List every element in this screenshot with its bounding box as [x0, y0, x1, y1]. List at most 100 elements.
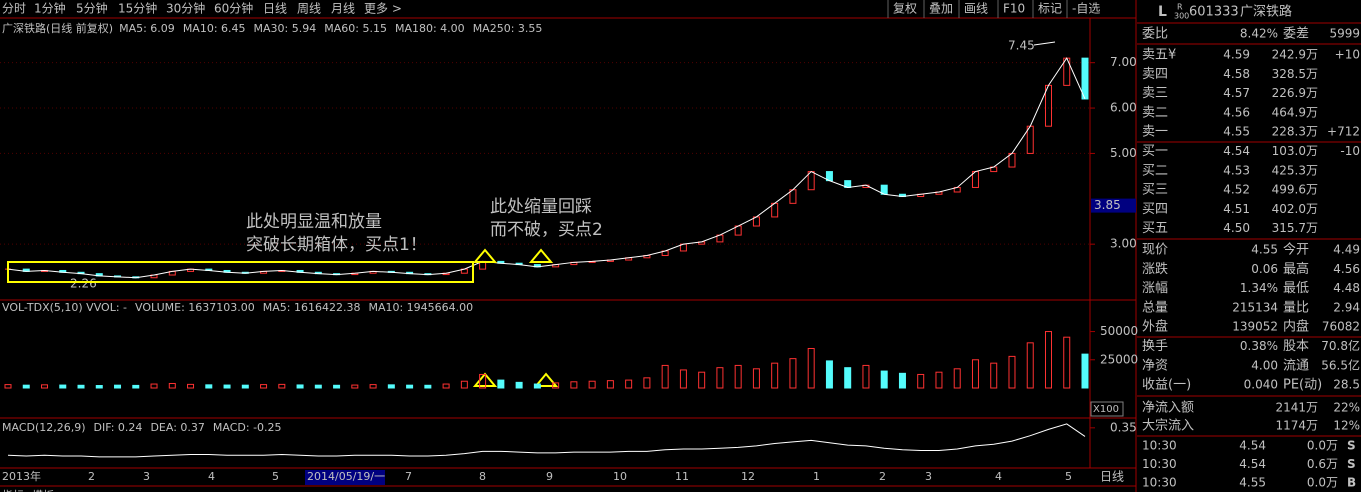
volume-bar — [22, 384, 30, 389]
volume-bar — [479, 373, 487, 389]
volume-bar — [241, 384, 249, 389]
flow-label: 大宗流入 — [1142, 418, 1194, 434]
volume-bar — [59, 384, 67, 389]
volume-bar — [588, 380, 596, 389]
x-tick-label: 9 — [546, 470, 553, 483]
toolbar-button[interactable]: 画线 — [964, 2, 988, 16]
bottom-tab[interactable]: 指标 — [2, 488, 24, 492]
dif-line — [7, 423, 1086, 458]
volume-bar — [187, 383, 195, 389]
book-volume: 464.9万 — [1272, 105, 1318, 119]
period-tab[interactable]: 15分钟 — [118, 1, 157, 16]
stat-label: 换手 — [1142, 339, 1168, 354]
toolbar-button[interactable]: F10 — [1003, 2, 1025, 16]
volume-bar — [898, 372, 906, 389]
period-tab[interactable]: 60分钟 — [214, 1, 253, 16]
volume-bar — [1081, 353, 1089, 389]
book-change: +712 — [1327, 125, 1360, 139]
book-volume: 226.9万 — [1272, 86, 1318, 100]
volume-bar — [716, 367, 724, 389]
stat-label: 内盘 — [1283, 319, 1309, 335]
period-tab[interactable]: 日线 — [263, 2, 287, 16]
stat-value: 76082 — [1322, 320, 1360, 334]
volume-bar — [661, 364, 669, 389]
book-price: 4.55 — [1223, 125, 1250, 139]
volume-bar — [150, 383, 158, 389]
y-tick-label: 7.00 — [1110, 55, 1137, 69]
volume-bar — [771, 362, 779, 389]
volume-bar — [971, 359, 979, 389]
stat-value: 28.5 — [1333, 378, 1360, 392]
stat-value: 1.34% — [1240, 281, 1278, 295]
period-tab[interactable]: 1分钟 — [34, 1, 66, 16]
high-arrow — [1033, 41, 1056, 46]
price-marker-label: 3.85 — [1094, 198, 1121, 212]
stat-label: PE(动) — [1283, 378, 1322, 393]
x-tick-label: 12 — [741, 470, 755, 483]
book-price: 4.53 — [1223, 163, 1250, 177]
period-tab[interactable]: 周线 — [297, 2, 321, 16]
unit-box — [1090, 401, 1124, 417]
volume-bar — [606, 380, 614, 389]
volume-bar — [643, 377, 651, 389]
volume-bar — [515, 381, 523, 389]
x-tick-label: 7 — [405, 470, 412, 483]
flow-value: 1174万 — [1275, 419, 1318, 433]
tick-price: 4.54 — [1239, 457, 1266, 471]
volume-bar — [935, 371, 943, 389]
toolbar-button[interactable]: 标记 — [1038, 2, 1062, 16]
stat-value: 139052 — [1232, 320, 1278, 334]
tick-side: S — [1347, 457, 1356, 471]
toolbar-button[interactable]: 复权 — [893, 2, 917, 16]
period-tab[interactable]: 月线 — [331, 2, 355, 16]
quote-label: 委差 — [1283, 27, 1309, 42]
chart-title: 广深铁路(日线 前复权) — [2, 21, 113, 35]
indicator-label: MA180: 4.00 — [395, 22, 465, 35]
stock-code: 601333 — [1189, 5, 1239, 20]
volume-bar — [442, 383, 450, 389]
volume-bar — [1063, 336, 1071, 389]
date-highlight — [305, 470, 385, 485]
buy-triangle — [472, 248, 498, 263]
stat-value: 70.8亿 — [1321, 338, 1360, 353]
toolbar-button[interactable]: -自选 — [1072, 2, 1100, 16]
tick-time: 10:30 — [1142, 439, 1177, 453]
stat-label: 外盘 — [1142, 319, 1168, 335]
indicator-label: MACD: -0.25 — [213, 421, 282, 434]
book-label: 买三 — [1142, 183, 1168, 198]
volume-bar — [4, 384, 12, 389]
market-flag: L — [1158, 4, 1167, 20]
toolbar-button[interactable]: 叠加 — [929, 2, 953, 16]
buy-triangle — [533, 372, 559, 387]
period-tab[interactable]: 更多 > — [364, 2, 402, 16]
tick-side: S — [1347, 439, 1356, 453]
book-change: +10 — [1335, 48, 1360, 62]
x-tick-label: 10 — [613, 470, 627, 483]
book-label: 卖一 — [1142, 125, 1168, 140]
volume-bar — [533, 383, 541, 389]
stat-label: 最低 — [1283, 281, 1309, 296]
tick-side: B — [1347, 476, 1356, 490]
volume-bar — [570, 381, 578, 389]
stat-value: 0.06 — [1251, 262, 1278, 276]
period-tab[interactable]: 30分钟 — [166, 1, 205, 16]
volume-bar — [1008, 355, 1016, 389]
stat-value: 2.94 — [1333, 300, 1360, 314]
period-tab[interactable]: 5分钟 — [76, 1, 108, 16]
indicator-label: VOL-TDX(5,10) VVOL: - — [2, 301, 127, 314]
period-tab[interactable]: 分时 — [2, 2, 26, 16]
book-price: 4.52 — [1223, 183, 1250, 197]
volume-bar — [41, 384, 49, 389]
bottom-tab[interactable]: 模板 — [32, 488, 54, 492]
period-label: 日线 — [1100, 470, 1124, 484]
volume-bar — [223, 384, 231, 389]
volume-bar — [1044, 331, 1052, 389]
book-price: 4.58 — [1223, 67, 1250, 81]
volume-bar — [460, 380, 468, 389]
x-tick-label: 2 — [879, 470, 886, 483]
tick-volume: 0.0万 — [1307, 439, 1338, 453]
book-label: 卖三 — [1142, 86, 1168, 101]
volume-bar — [880, 370, 888, 389]
note-text: 此处明显温和放量 — [246, 212, 382, 232]
book-label: 卖四 — [1142, 67, 1168, 82]
